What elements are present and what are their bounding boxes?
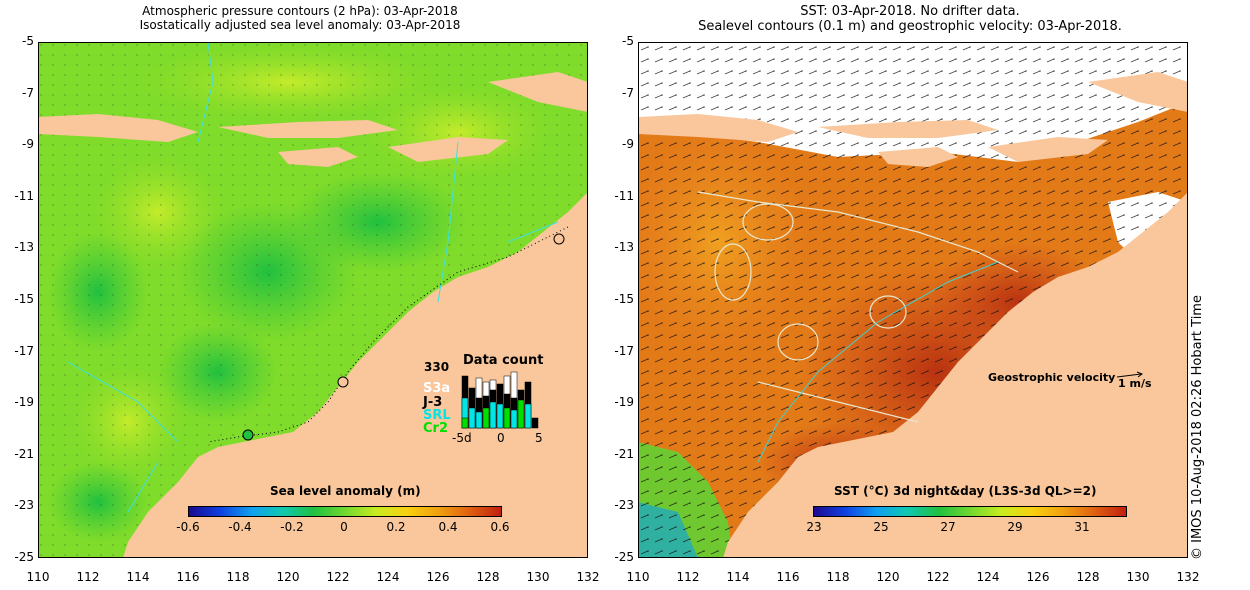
data-count-title: Data count: [463, 353, 544, 368]
x-tick-label-left: 112: [76, 570, 100, 584]
x-tick-label-right: 130: [1126, 570, 1150, 584]
left-title-line1: Atmospheric pressure contours (2 hPa): 0…: [142, 4, 458, 18]
sea-level-contours: [697, 191, 1019, 423]
tide-gauge-marker: [337, 376, 349, 388]
y-tick-label-right: -17: [614, 343, 634, 358]
data-count-max: 330: [424, 360, 450, 374]
mission-label-j3: J-3: [423, 395, 443, 410]
sla-cbar-tick: 0: [340, 520, 348, 534]
y-tick-label-right: -19: [614, 395, 634, 410]
sst-cbar-tick: 29: [1007, 520, 1023, 534]
x-tick-label-left: 116: [176, 570, 200, 584]
x-tick-label-left: 120: [276, 570, 300, 584]
lesser-sunda-islands: [218, 120, 398, 138]
y-tick-label-left: -23: [14, 498, 34, 513]
x-tick-label-left: 128: [476, 570, 500, 584]
velocity-legend-label: Geostrophic velocity: [988, 371, 1116, 384]
x-tick-label-right: 126: [1026, 570, 1050, 584]
y-tick-label-left: -5: [22, 34, 34, 48]
x-tick-label-left: 124: [376, 570, 400, 584]
sla-map-svg: [38, 42, 588, 558]
y-tick-label-left: -19: [14, 395, 34, 410]
left-title-line2: Isostatically adjusted sea level anomaly…: [139, 18, 461, 32]
copyright-notice: © IMOS 10-Aug-2018 02:26 Hobart Time: [1190, 295, 1205, 560]
y-tick-label-right: -23: [614, 498, 634, 513]
x-tick-label-left: 110: [26, 570, 50, 584]
x-tick-label-left: 126: [426, 570, 450, 584]
x-tick-label-right: 116: [776, 570, 800, 584]
x-tick-label-left: 130: [526, 570, 550, 584]
data-count-bars: [461, 371, 539, 429]
sla-cbar-tick: 0.4: [438, 520, 458, 534]
data-count-tick-zero: 0: [497, 431, 505, 445]
mission-label-srl: SRL: [423, 408, 451, 423]
left-panel-title: Atmospheric pressure contours (2 hPa): 0…: [60, 4, 540, 32]
y-tick-label-right: -5: [622, 34, 634, 48]
y-tick-label-right: -7: [622, 85, 634, 100]
right-title-line2: Sealevel contours (0.1 m) and geostrophi…: [698, 19, 1122, 34]
sst-cbar-tick: 23: [806, 520, 822, 534]
mission-label-cr2: Cr2: [423, 421, 448, 436]
y-tick-label-right: -21: [614, 446, 634, 461]
y-tick-label-left: -21: [14, 446, 34, 461]
y-tick-label-right: -13: [614, 240, 634, 255]
x-tick-label-right: 114: [726, 570, 750, 584]
y-tick-label-left: -11: [14, 188, 34, 203]
sla-cbar-tick: -0.4: [228, 520, 252, 534]
x-tick-label-right: 110: [626, 570, 650, 584]
sst-colorbar-title: SST (°C) 3d night&day (L3S-3d QL>=2): [834, 484, 1097, 498]
tide-gauge-marker: [553, 233, 565, 245]
x-tick-label-right: 122: [926, 570, 950, 584]
sla-cbar-tick: -0.2: [280, 520, 304, 534]
y-tick-label-right: -25: [614, 550, 634, 564]
x-tick-label-right: 128: [1076, 570, 1100, 584]
flores-region: [488, 72, 588, 112]
y-tick-label-right: -11: [614, 188, 634, 203]
sst-colorbar: [813, 506, 1127, 517]
x-tick-label-right: 124: [976, 570, 1000, 584]
y-tick-label-right: -9: [622, 137, 634, 152]
sst-map: [638, 42, 1188, 558]
velocity-arrow-icon: [1116, 371, 1144, 378]
sla-colorbar: [188, 506, 502, 517]
sla-colorbar-title: Sea level anomaly (m): [270, 484, 421, 498]
sst-cbar-tick: 27: [940, 520, 956, 534]
x-tick-label-right: 118: [826, 570, 850, 584]
y-tick-label-left: -25: [14, 550, 34, 564]
sla-cbar-tick: 0.6: [490, 520, 510, 534]
x-tick-label-left: 118: [226, 570, 250, 584]
timor-island: [388, 137, 508, 162]
sst-cbar-tick: 25: [873, 520, 889, 534]
java-island: [38, 114, 198, 142]
x-tick-label-left: 122: [326, 570, 350, 584]
x-tick-label-right: 112: [676, 570, 700, 584]
right-title-line1: SST: 03-Apr-2018. No drifter data.: [800, 4, 1020, 19]
sst-cbar-tick: 31: [1074, 520, 1090, 534]
x-tick-label-left: 132: [576, 570, 600, 584]
sumba-island: [278, 147, 358, 167]
data-count-tick-start: -5d: [452, 431, 472, 445]
sla-cbar-tick: 0.2: [386, 520, 406, 534]
x-tick-label-right: 132: [1176, 570, 1200, 584]
y-tick-label-left: -17: [14, 343, 34, 358]
sst-map-svg: [638, 42, 1188, 558]
y-tick-label-left: -13: [14, 240, 34, 255]
y-tick-label-left: -7: [22, 85, 34, 100]
right-panel-title: SST: 03-Apr-2018. No drifter data. Seale…: [600, 4, 1220, 34]
mission-label-s3a: S3a: [423, 381, 451, 396]
data-count-tick-end: 5: [535, 431, 543, 445]
sea-level-anomaly-map: [38, 42, 588, 558]
australia-landmass: [123, 192, 588, 558]
y-tick-label-left: -9: [22, 137, 34, 152]
tide-gauge-marker: [242, 429, 254, 441]
y-tick-label-left: -15: [14, 292, 34, 306]
velocity-legend-scale: 1 m/s: [1118, 377, 1152, 390]
x-tick-label-right: 120: [876, 570, 900, 584]
australia-landmass: [723, 192, 1188, 558]
y-tick-label-right: -15: [614, 292, 634, 306]
sla-cbar-tick: -0.6: [176, 520, 200, 534]
x-tick-label-left: 114: [126, 570, 150, 584]
